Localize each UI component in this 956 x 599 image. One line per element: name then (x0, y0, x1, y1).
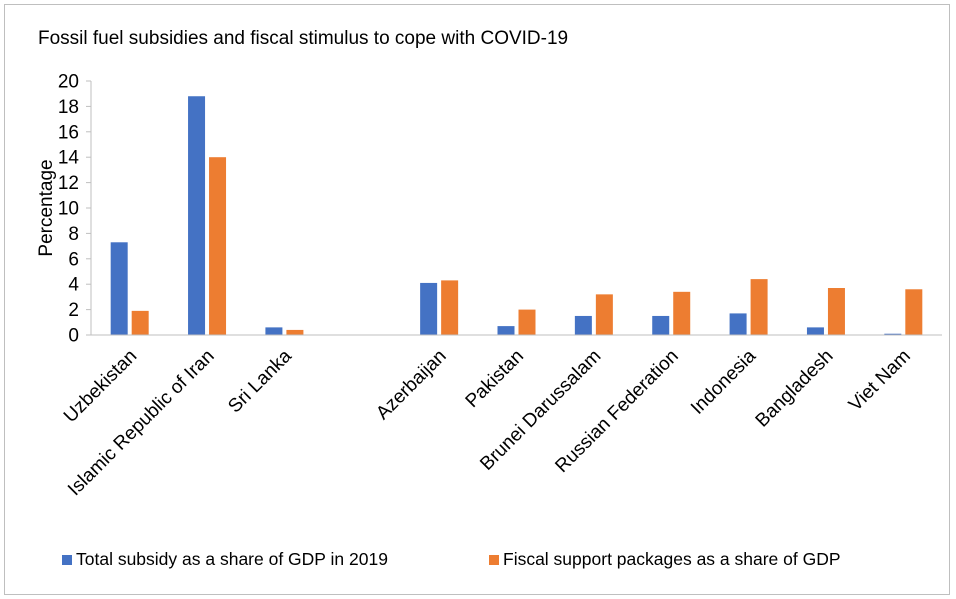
y-tick-label: 10 (58, 199, 79, 220)
y-tick-label: 18 (58, 97, 79, 118)
bar-fiscal-support (286, 329, 304, 335)
x-category-label: Pakistan (462, 346, 528, 412)
bar-fiscal-support (827, 288, 845, 335)
x-category-label: Azerbaijan (372, 346, 450, 424)
y-tick-label: 12 (58, 173, 79, 194)
y-tick-label: 0 (68, 326, 79, 347)
bar-fiscal-support (750, 279, 768, 335)
bar-total-subsidy (497, 326, 515, 335)
legend-swatch-total-subsidy (62, 555, 72, 565)
chart-title: Fossil fuel subsidies and fiscal stimulu… (38, 28, 569, 49)
y-tick-label: 2 (68, 300, 79, 321)
y-tick-label: 14 (58, 148, 80, 169)
bar-fiscal-support (209, 157, 227, 335)
legend-label-fiscal-support: Fiscal support packages as a share of GD… (503, 549, 841, 569)
bar-total-subsidy (420, 282, 438, 335)
x-category-label: Uzbekistan (60, 346, 141, 427)
y-tick-label: 6 (68, 249, 79, 270)
bar-fiscal-support (131, 310, 149, 335)
bar-total-subsidy (188, 96, 206, 336)
bar-total-subsidy (652, 315, 670, 335)
bar-fiscal-support (905, 289, 923, 335)
bar-fiscal-support (673, 291, 691, 335)
chart-frame (4, 4, 950, 595)
x-category-label: Bangladesh (752, 346, 838, 432)
legend-swatch-fiscal-support (489, 555, 499, 565)
bar-fiscal-support (518, 309, 536, 335)
legend-label-total-subsidy: Total subsidy as a share of GDP in 2019 (76, 549, 388, 569)
bar-total-subsidy (574, 315, 592, 335)
bar-total-subsidy (110, 242, 128, 335)
x-category-label: Indonesia (687, 345, 760, 418)
y-axis-title: Percentage (36, 159, 57, 256)
bar-total-subsidy (265, 327, 283, 335)
y-tick-label: 20 (58, 72, 79, 93)
y-tick-label: 8 (68, 224, 79, 245)
y-tick-label: 4 (68, 275, 79, 296)
x-category-label: Viet Nam (845, 346, 915, 416)
bar-fiscal-support (595, 294, 613, 335)
x-category-label: Islamic Republic of Iran (64, 346, 218, 500)
bar-fiscal-support (441, 280, 459, 335)
bar-total-subsidy (884, 333, 902, 335)
bar-total-subsidy (806, 327, 824, 335)
x-category-label: Sri Lanka (224, 345, 296, 417)
bar-total-subsidy (729, 313, 747, 335)
y-tick-label: 16 (58, 122, 79, 143)
